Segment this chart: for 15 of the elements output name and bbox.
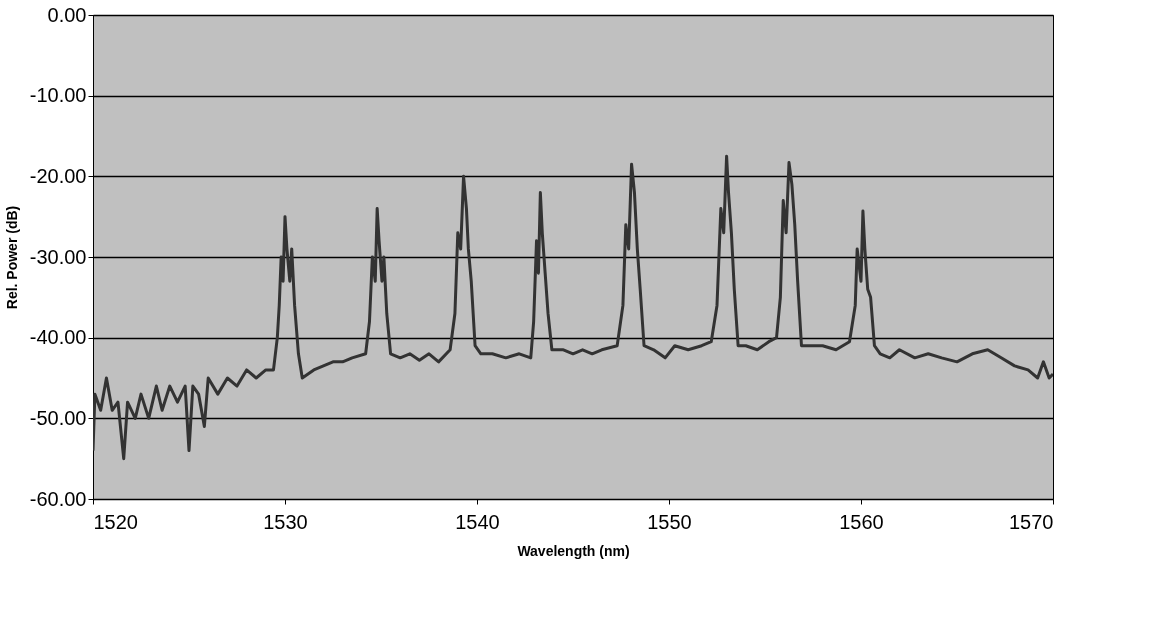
y-tick-label: -60.00 — [29, 487, 87, 510]
y-tick-label: -20.00 — [29, 164, 87, 187]
y-tick-label: -30.00 — [29, 245, 87, 268]
y-tick-label: -40.00 — [29, 326, 87, 349]
y-tick-label: 0.00 — [47, 3, 87, 26]
x-tick-label: 1570 — [1009, 510, 1054, 533]
x-tick-label: 1530 — [263, 510, 308, 533]
x-tick-label: 1520 — [93, 510, 138, 533]
y-axis-title: Rel. Power (dB) — [3, 205, 20, 310]
x-tick-label: 1550 — [647, 510, 692, 533]
x-axis-title: Wavelength (nm) — [517, 542, 630, 559]
y-tick-label: -50.00 — [29, 406, 87, 429]
y-tick-label: -10.00 — [29, 84, 87, 107]
x-tick-label: 1560 — [839, 510, 884, 533]
x-tick-label: 1540 — [455, 510, 500, 533]
